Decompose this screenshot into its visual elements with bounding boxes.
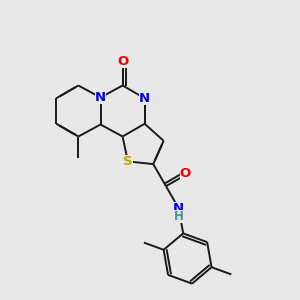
Text: N: N	[139, 92, 150, 105]
Text: N: N	[95, 91, 106, 104]
Text: N: N	[173, 202, 184, 215]
Text: O: O	[117, 55, 128, 68]
Text: S: S	[123, 155, 133, 168]
Text: H: H	[174, 210, 184, 223]
Text: O: O	[180, 167, 191, 180]
